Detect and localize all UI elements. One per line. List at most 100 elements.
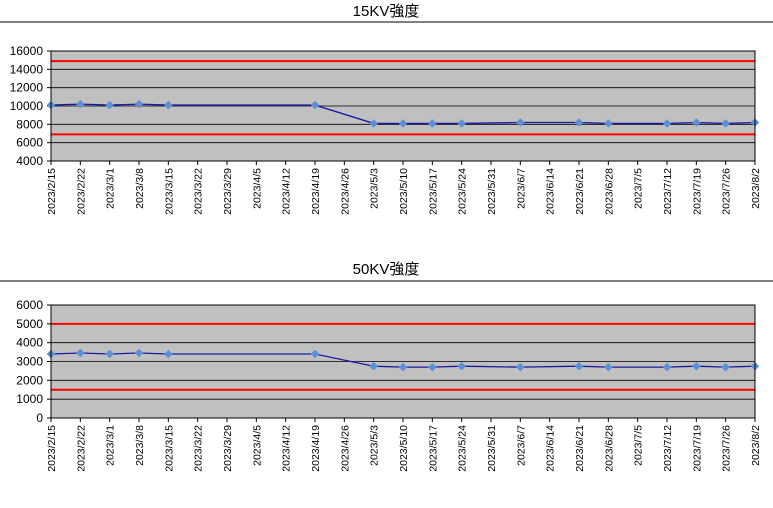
y-tick-label: 14000 [10,62,44,76]
y-tick-label: 2000 [16,373,43,387]
data-point [310,100,320,110]
data-point [163,349,173,359]
x-tick-label: 2023/3/29 [222,168,234,215]
x-tick-label: 2023/5/3 [369,425,381,466]
x-tick-label: 2023/3/15 [163,425,175,472]
x-tick-label: 2023/5/17 [427,425,439,472]
x-tick-label: 2023/6/14 [545,425,557,472]
y-tick-label: 4000 [16,336,43,350]
chart-15kv: 15KV強度 160001400012000100008000600040002… [0,3,773,215]
chart-title: 50KV強度 [353,261,420,278]
data-point [457,361,467,371]
y-tick-label: 4000 [16,154,43,168]
x-tick-label: 2023/3/8 [134,168,146,209]
data-point [105,100,115,110]
data-point [134,99,144,109]
data-point [574,118,584,127]
chart-title: 15KV強度 [353,3,420,20]
data-point [105,349,115,359]
x-tick-label: 2023/3/8 [134,425,146,466]
data-point [75,99,85,109]
y-tick-label: 1000 [16,392,43,406]
x-tick-label: 2023/5/24 [457,168,469,215]
x-tick-label: 2023/4/12 [281,425,293,472]
x-tick-label: 2023/7/5 [633,168,645,209]
y-tick-label: 0 [36,411,43,425]
data-point [457,119,467,128]
x-tick-label: 2023/7/12 [662,425,674,472]
x-tick-label: 2023/4/19 [310,425,322,472]
x-tick-label: 2023/4/5 [251,168,263,209]
data-point [515,362,525,372]
data-point [75,348,85,358]
x-tick-label: 2023/5/24 [457,425,469,472]
data-point [574,361,584,371]
data-point [369,119,379,128]
x-tick-label: 2023/8/2 [750,168,762,209]
x-tick-label: 2023/7/26 [721,168,733,215]
x-tick-label: 2023/2/22 [75,168,87,215]
x-tick-label: 2023/3/15 [163,168,175,215]
x-tick-label: 2023/6/21 [574,168,586,215]
data-point [427,362,437,372]
y-tick-label: 10000 [10,99,44,113]
data-point [603,362,613,372]
plot-border [50,50,756,162]
data-point [691,118,701,127]
x-tick-label: 2023/3/1 [105,425,117,466]
x-tick-label: 2023/7/19 [691,425,703,472]
x-tick-label: 2023/4/5 [251,425,263,466]
x-tick-label: 2023/2/15 [46,168,58,215]
data-point [721,119,731,128]
y-tick-label: 12000 [10,81,44,95]
y-tick-label: 6000 [16,298,43,312]
x-tick-label: 2023/5/10 [398,425,410,472]
data-point [134,348,144,358]
chart-50kv: 50KV強度 6000 5000 4000 3000 2000 1000 02023/2/1… [0,261,773,472]
x-tick-label: 2023/6/7 [515,168,527,209]
x-tick-label: 2023/2/15 [46,425,58,472]
x-tick-label: 2023/3/22 [193,168,205,215]
data-point [691,361,701,371]
y-tick-label: 3000 [16,355,43,369]
x-tick-label: 2023/7/5 [633,425,645,466]
x-tick-label: 2023/5/10 [398,168,410,215]
plot-area: 16000 14000 12000 10000 8000 6000 40002023/2/1… [10,44,762,215]
data-point [662,119,672,128]
x-tick-label: 2023/6/28 [603,168,615,215]
data-point [662,362,672,372]
x-tick-label: 2023/3/29 [222,425,234,472]
data-point [721,362,731,372]
data-point [163,100,173,110]
x-tick-label: 2023/3/1 [105,168,117,209]
x-tick-label: 2023/7/26 [721,425,733,472]
x-tick-label: 2023/4/26 [339,425,351,472]
x-tick-label: 2023/4/26 [339,168,351,215]
x-tick-label: 2023/3/22 [193,425,205,472]
x-tick-label: 2023/4/12 [281,168,293,215]
data-point [369,361,379,371]
x-tick-label: 2023/6/7 [515,425,527,466]
x-tick-label: 2023/5/31 [486,425,498,472]
data-point [515,118,525,127]
y-tick-label: 5000 [16,317,43,331]
x-tick-label: 2023/7/19 [691,168,703,215]
x-tick-label: 2023/6/28 [603,425,615,472]
y-tick-label: 6000 [16,136,43,150]
x-tick-label: 2023/7/12 [662,168,674,215]
x-tick-label: 2023/4/19 [310,168,322,215]
x-tick-label: 2023/6/14 [545,168,557,215]
x-tick-label: 2023/5/17 [427,168,439,215]
x-tick-label: 2023/5/3 [369,168,381,209]
y-tick-label: 16000 [10,44,44,58]
x-tick-label: 2023/8/2 [750,425,762,466]
data-point [310,349,320,359]
x-tick-label: 2023/5/31 [486,168,498,215]
x-tick-label: 2023/6/21 [574,425,586,472]
x-tick-label: 2023/2/22 [75,425,87,472]
data-point [427,119,437,128]
plot-border [50,304,756,419]
y-tick-label: 8000 [16,117,43,131]
